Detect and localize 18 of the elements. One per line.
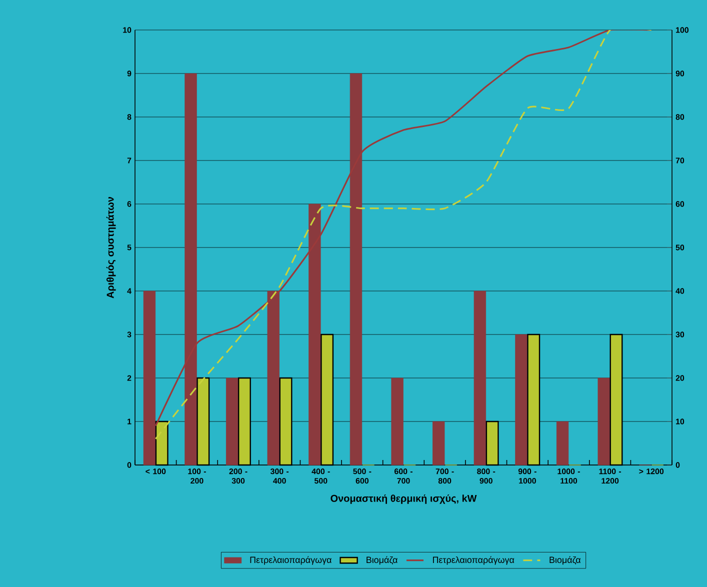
legend-label: Πετρελαιοπαράγωγα [250,556,332,565]
x-axis-title: Ονομαστική θερμική ισχύς, kW [330,494,477,504]
bar [515,334,528,466]
bar [267,290,280,466]
legend-label: Βιομάζα [366,556,398,565]
bar [474,290,486,466]
legend-label: Πετρελαιοπαράγωγα [433,556,514,565]
bar [308,204,321,466]
bar [143,290,156,466]
legend-label: Βιομάζα [550,556,581,565]
y-axis-title: Αριθμός συστημάτων [106,196,116,298]
bar [391,378,404,466]
bar [184,73,197,466]
bar [598,378,610,466]
bar [556,421,569,466]
bar [350,73,362,466]
bar [432,421,445,466]
bar [226,378,238,466]
